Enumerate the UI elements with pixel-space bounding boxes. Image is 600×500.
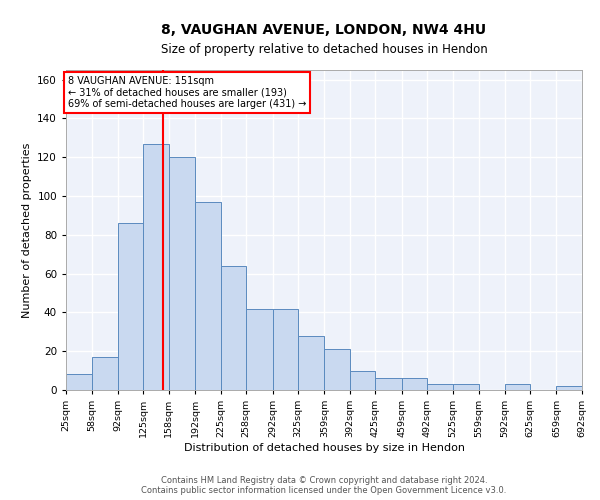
Bar [376,378,402,390]
Y-axis label: Number of detached properties: Number of detached properties [22,142,32,318]
Bar [402,378,427,390]
Text: Size of property relative to detached houses in Hendon: Size of property relative to detached ho… [161,42,487,56]
Bar [118,223,143,390]
Bar [427,384,453,390]
Bar [221,266,246,390]
Bar [272,308,298,390]
Text: 8, VAUGHAN AVENUE, LONDON, NW4 4HU: 8, VAUGHAN AVENUE, LONDON, NW4 4HU [161,22,487,36]
X-axis label: Distribution of detached houses by size in Hendon: Distribution of detached houses by size … [184,443,464,453]
Bar [453,384,479,390]
Bar [195,202,221,390]
Text: 8 VAUGHAN AVENUE: 151sqm
← 31% of detached houses are smaller (193)
69% of semi-: 8 VAUGHAN AVENUE: 151sqm ← 31% of detach… [68,76,306,109]
Bar [350,370,376,390]
Bar [246,308,272,390]
Bar [505,384,530,390]
Bar [325,350,350,390]
Bar [169,158,195,390]
Bar [298,336,325,390]
Bar [92,357,118,390]
Bar [556,386,582,390]
Bar [143,144,169,390]
Bar [66,374,92,390]
Text: Contains HM Land Registry data © Crown copyright and database right 2024.
Contai: Contains HM Land Registry data © Crown c… [142,476,506,495]
